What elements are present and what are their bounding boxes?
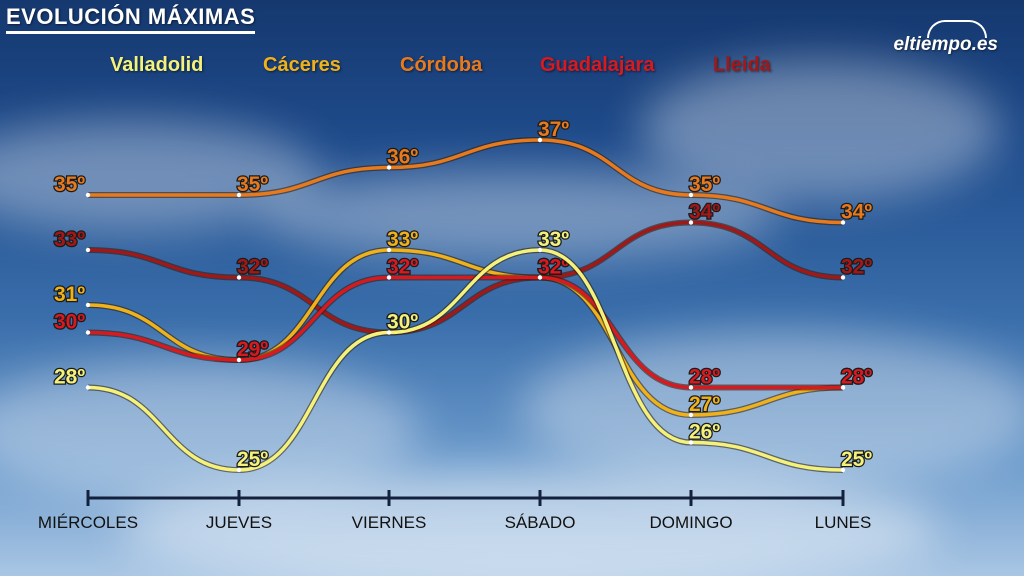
data-point — [688, 385, 694, 390]
x-tick-label: SÁBADO — [505, 513, 576, 532]
data-label: 25º — [841, 448, 872, 471]
data-point — [386, 247, 392, 253]
legend-item-guadalajara: Guadalajara — [540, 54, 655, 76]
data-label: 32º — [237, 256, 268, 279]
data-label: 35º — [689, 173, 720, 196]
data-label: 26º — [689, 421, 720, 444]
cloud — [0, 360, 420, 500]
data-point — [236, 357, 242, 363]
cloud — [260, 170, 780, 260]
brand-logo-text: eltiempo.es — [893, 34, 998, 55]
data-label: 35º — [54, 173, 85, 196]
data-label: 25º — [237, 448, 268, 471]
data-label: 32º — [387, 256, 418, 279]
x-tick-label: MIÉRCOLES — [38, 513, 138, 532]
data-label: 36º — [387, 146, 418, 169]
data-label: 33º — [54, 228, 85, 251]
data-label: 34º — [689, 201, 720, 224]
series-line — [87, 275, 843, 390]
legend: Valladolid Cáceres Córdoba Guadalajara L… — [0, 54, 1024, 84]
data-label: 28º — [841, 366, 872, 389]
data-point — [688, 220, 694, 225]
data-point — [537, 247, 543, 253]
legend-item-valladolid: Valladolid — [110, 54, 204, 76]
legend-item-cordoba: Córdoba — [400, 54, 483, 76]
data-point — [386, 330, 392, 335]
data-point — [840, 467, 846, 473]
data-point — [688, 192, 694, 198]
x-tick-label: JUEVES — [206, 513, 272, 532]
x-tick-label: DOMINGO — [649, 513, 732, 532]
data-label: 27º — [689, 393, 720, 416]
data-point — [236, 467, 242, 473]
data-label: 33º — [538, 228, 569, 251]
x-tick-label: VIERNES — [352, 513, 427, 532]
series-line — [87, 220, 844, 335]
data-label: 34º — [841, 201, 872, 224]
series-line — [88, 138, 844, 225]
cloud — [640, 60, 1000, 200]
x-tick-label: LUNES — [815, 513, 872, 532]
data-point — [386, 275, 392, 280]
data-label: 37º — [538, 118, 569, 141]
data-label: 30º — [387, 311, 418, 334]
data-point — [537, 137, 543, 143]
data-point — [236, 275, 242, 280]
data-point — [386, 165, 392, 170]
data-label: 28º — [689, 366, 720, 389]
cloud — [120, 470, 940, 576]
data-point — [688, 412, 694, 418]
data-point — [85, 330, 91, 335]
data-point — [85, 192, 91, 198]
legend-item-lleida: Lleida — [713, 54, 771, 76]
cloud — [0, 120, 320, 230]
data-label: 31º — [54, 283, 85, 306]
data-label: 28º — [841, 366, 872, 389]
data-point — [537, 275, 543, 280]
data-point — [85, 247, 91, 253]
data-point — [840, 275, 846, 280]
cloud — [520, 330, 1024, 490]
data-point — [85, 302, 91, 308]
legend-item-caceres: Cáceres — [263, 54, 341, 76]
data-label: 33º — [387, 228, 418, 251]
data-label: 32º — [841, 256, 872, 279]
chart-title: EVOLUCIÓN MÁXIMAS — [6, 4, 256, 34]
data-point — [236, 192, 242, 198]
data-label: 28º — [54, 366, 85, 389]
data-point — [840, 220, 846, 225]
data-label: 30º — [54, 311, 85, 334]
data-point — [840, 385, 846, 390]
data-point — [688, 440, 694, 445]
data-label: 35º — [237, 173, 268, 196]
data-point — [85, 385, 91, 390]
data-label: 29º — [237, 338, 268, 361]
